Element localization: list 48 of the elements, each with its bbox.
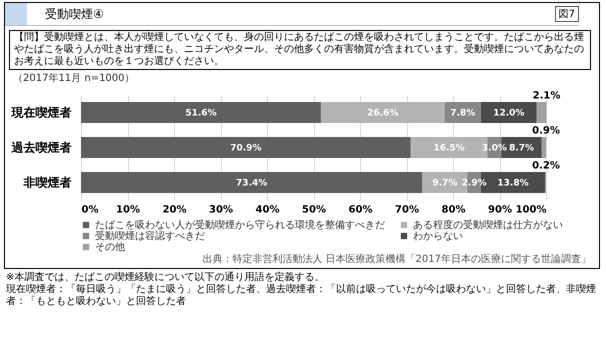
data-label: 70.9% bbox=[230, 144, 262, 154]
legend-label: 受動喫煙は容認すべきだ bbox=[95, 230, 205, 242]
bar bbox=[542, 137, 546, 158]
data-label: 8.7% bbox=[509, 144, 534, 154]
legend-label: その他 bbox=[95, 241, 125, 253]
bar bbox=[81, 102, 321, 123]
data-label: 0.2% bbox=[532, 160, 560, 172]
data-label: 0.9% bbox=[532, 126, 560, 136]
legend-label: ある程度の受動喫煙は仕方がない bbox=[413, 219, 563, 231]
data-label: 26.6% bbox=[367, 108, 398, 118]
bar bbox=[480, 102, 537, 123]
data-label: 9.7% bbox=[432, 178, 458, 188]
data-label: 2.1% bbox=[532, 90, 560, 102]
x-tick-label: 50% bbox=[302, 204, 326, 216]
source-note: 出典：特定非営利活動法人 日本医療政策機構「2017年日本の医療に関する世論調査」 bbox=[201, 252, 591, 266]
chart-subtitle: 【問】受動喫煙とは、本人が喫煙していなくても、身の回りにあるたばこの煙を吸わされてしまうことです。たばこから出る煙やたばこを吸う人が吐き出す煙にも、ニコチンやタール、その他多くの有害物質が含まれています。受動喫煙についてあなたのお考えに最も近いものを１つお選びください。 bbox=[9, 30, 591, 70]
y-tick-label: 非喫煙者 bbox=[22, 176, 72, 190]
x-tick-label: 30% bbox=[209, 204, 233, 216]
x-tick-label: 80% bbox=[442, 204, 466, 216]
x-tick-label: 100% bbox=[516, 204, 546, 216]
data-label: 51.6% bbox=[185, 108, 217, 118]
text: 現在喫煙者：「毎日吸う」「たまに吸う」と回答した者、過去喫煙者：「以前は吸っていたが今は吸わない」と回答した者、非喫煙者：「もともと吸わない」と回答した者 bbox=[6, 284, 597, 308]
x-tick-label: 20% bbox=[162, 204, 186, 216]
bar bbox=[81, 172, 422, 193]
data-label: 2.9% bbox=[462, 178, 487, 188]
text: ※本調査では、たばこの喫煙経験について以下の通り用語を定義する。 bbox=[6, 272, 326, 284]
x-tick-label: 70% bbox=[395, 204, 419, 216]
data-label: 3.0% bbox=[482, 144, 507, 154]
x-tick-label: 40% bbox=[256, 204, 280, 216]
caption: 図7 bbox=[554, 6, 579, 22]
data-label: 12.0% bbox=[493, 108, 524, 118]
x-tick-label: 60% bbox=[348, 204, 372, 216]
x-tick-label: 10% bbox=[116, 204, 140, 216]
legend-label: わからない bbox=[413, 231, 463, 242]
bar bbox=[320, 102, 445, 123]
data-label: 16.5% bbox=[433, 144, 465, 154]
data-label: 13.8% bbox=[497, 178, 529, 188]
y-tick-label: 現在喫煙者 bbox=[10, 106, 72, 120]
text: （2017年11月 n=1000） bbox=[13, 72, 136, 85]
legend-label: たばこを吸わない人が受動喫煙から守られる環境を整備すべきだ bbox=[95, 219, 385, 231]
y-tick-label: 過去喫煙者 bbox=[10, 140, 72, 154]
chart-title: 受動喫煙④ bbox=[45, 6, 105, 22]
data-label: 7.8% bbox=[450, 108, 476, 118]
data-label: 73.4% bbox=[236, 178, 268, 188]
bar bbox=[81, 137, 411, 158]
x-tick-label: 90% bbox=[488, 204, 512, 216]
bar bbox=[536, 102, 546, 123]
x-tick-label: 0% bbox=[82, 204, 98, 216]
